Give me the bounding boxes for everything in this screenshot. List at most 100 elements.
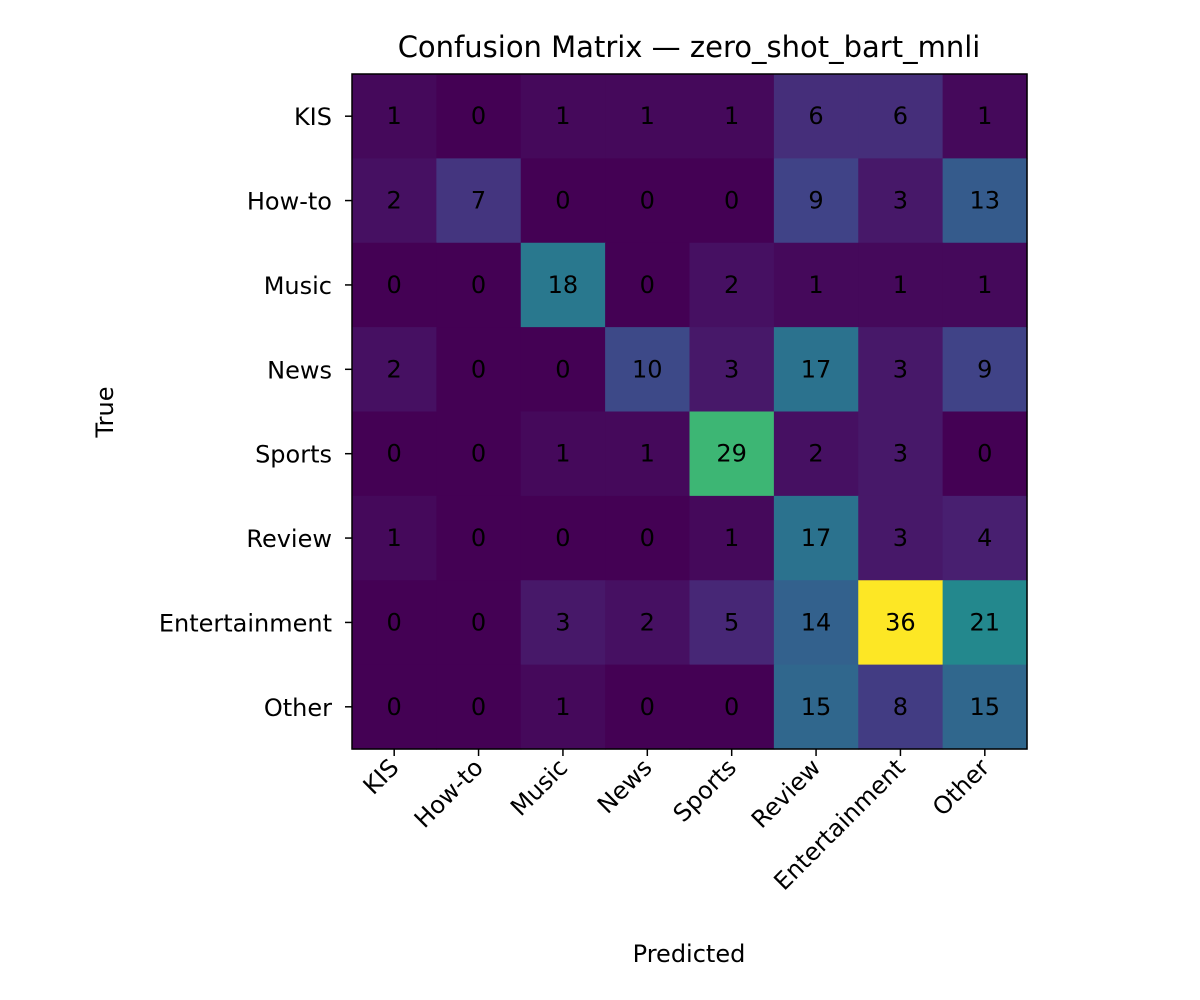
heatmap-cell: [520, 411, 606, 497]
heatmap-cell: [520, 74, 606, 159]
cell-value-label: 0: [471, 440, 486, 468]
y-axis-label: True: [91, 387, 119, 439]
cell-value-label: 1: [387, 102, 402, 130]
cell-value-label: 0: [640, 271, 655, 299]
heatmap-cell: [773, 411, 859, 497]
heatmap-cell: [605, 327, 691, 413]
cell-value-label: 15: [970, 693, 1001, 721]
cell-value-label: 18: [548, 271, 579, 299]
y-tick-label: Sports: [255, 441, 332, 469]
heatmap-cell: [605, 411, 691, 497]
cell-value-label: 15: [801, 693, 832, 721]
heatmap-cell: [520, 327, 606, 413]
x-tick-label: How-to: [409, 753, 489, 833]
y-axis-ticks: KIS How-to Music News Sports Review Entertainm…: [159, 103, 352, 722]
cell-value-label: 1: [555, 102, 570, 130]
cell-value-label: 3: [893, 440, 908, 468]
heatmap-cell: [436, 158, 522, 244]
heatmap-cell: [858, 327, 944, 413]
cell-value-label: 0: [724, 693, 739, 721]
heatmap-cell: [773, 580, 859, 666]
cell-value-label: 6: [808, 102, 823, 130]
x-tick-label: News: [592, 753, 658, 819]
heatmap-cell: [436, 327, 522, 413]
cell-value-label: 0: [471, 608, 486, 636]
cell-value-label: 29: [716, 440, 747, 468]
cell-value-label: 0: [977, 440, 992, 468]
cell-value-label: 0: [724, 187, 739, 215]
cell-value-label: 21: [970, 608, 1001, 636]
cell-value-label: 1: [724, 524, 739, 552]
y-tick-label: Other: [264, 694, 332, 722]
cell-value-label: 9: [977, 355, 992, 383]
cell-value-label: 0: [555, 187, 570, 215]
cell-value-label: 0: [555, 355, 570, 383]
cell-value-label: 2: [724, 271, 739, 299]
cell-value-label: 0: [640, 524, 655, 552]
cell-value-label: 5: [724, 608, 739, 636]
heatmap-cell: [436, 74, 522, 159]
cell-value-label: 0: [471, 524, 486, 552]
heatmap-cell: [436, 495, 522, 581]
cell-value-label: 0: [555, 524, 570, 552]
heatmap-cell: [942, 411, 1028, 497]
heatmap-cell: [605, 242, 691, 328]
y-tick-label: How-to: [247, 188, 332, 216]
cell-value-label: 1: [977, 102, 992, 130]
cell-value-label: 2: [387, 187, 402, 215]
heatmap-cell: [689, 158, 775, 244]
y-tick-label: Music: [264, 272, 332, 300]
heatmap-cell: [352, 242, 437, 328]
heatmap-cell: [520, 664, 606, 750]
cell-value-label: 1: [555, 440, 570, 468]
heatmap-cell: [689, 664, 775, 750]
chart-title: Confusion Matrix — zero_shot_bart_mnli: [398, 30, 981, 64]
cell-value-label: 3: [555, 608, 570, 636]
cell-value-label: 3: [893, 355, 908, 383]
heatmap-cells: [352, 74, 1028, 750]
cell-value-label: 2: [387, 355, 402, 383]
heatmap-cell: [773, 158, 859, 244]
heatmap-cell: [858, 411, 944, 497]
cell-value-label: 1: [640, 440, 655, 468]
heatmap-cell: [773, 327, 859, 413]
heatmap-cell: [689, 74, 775, 159]
cell-value-label: 0: [471, 271, 486, 299]
heatmap-cell: [942, 664, 1028, 750]
heatmap-cell: [689, 327, 775, 413]
x-axis-label: Predicted: [633, 940, 746, 968]
x-tick-label: KIS: [358, 753, 405, 800]
cell-value-label: 0: [387, 440, 402, 468]
heatmap-cell: [689, 242, 775, 328]
cell-value-label: 1: [808, 271, 823, 299]
heatmap-cell: [858, 242, 944, 328]
x-tick-label: Other: [927, 753, 995, 821]
cell-value-labels: 1 0 1 1 1 6 6 12 7 0 0 0 9 3 130 0 18 0 2 1 1 12 0 0 10 3 17 3 90 0 1 1…: [387, 102, 1001, 721]
heatmap-cell: [605, 158, 691, 244]
heatmap-cell: [689, 580, 775, 666]
heatmap-cell: [858, 664, 944, 750]
heatmap-cell: [520, 242, 606, 328]
heatmap-cell: [352, 327, 437, 413]
heatmap-cell: [436, 580, 522, 666]
heatmap-cell: [689, 495, 775, 581]
cell-value-label: 1: [387, 524, 402, 552]
cell-value-label: 13: [970, 187, 1001, 215]
cell-value-label: 0: [640, 187, 655, 215]
cell-value-label: 0: [387, 693, 402, 721]
heatmap-cell: [436, 411, 522, 497]
heatmap-cell: [942, 74, 1028, 159]
cell-value-label: 1: [724, 102, 739, 130]
cell-value-label: 3: [893, 187, 908, 215]
x-tick-label: Sports: [668, 753, 742, 827]
heatmap-cell: [858, 495, 944, 581]
cell-value-label: 36: [885, 608, 916, 636]
cell-value-label: 1: [893, 271, 908, 299]
x-tick-label: Music: [505, 753, 573, 821]
heatmap-cell: [942, 495, 1028, 581]
cell-value-label: 0: [471, 693, 486, 721]
heatmap-cell: [689, 411, 775, 497]
heatmap-cell: [352, 158, 437, 244]
cell-value-label: 4: [977, 524, 992, 552]
